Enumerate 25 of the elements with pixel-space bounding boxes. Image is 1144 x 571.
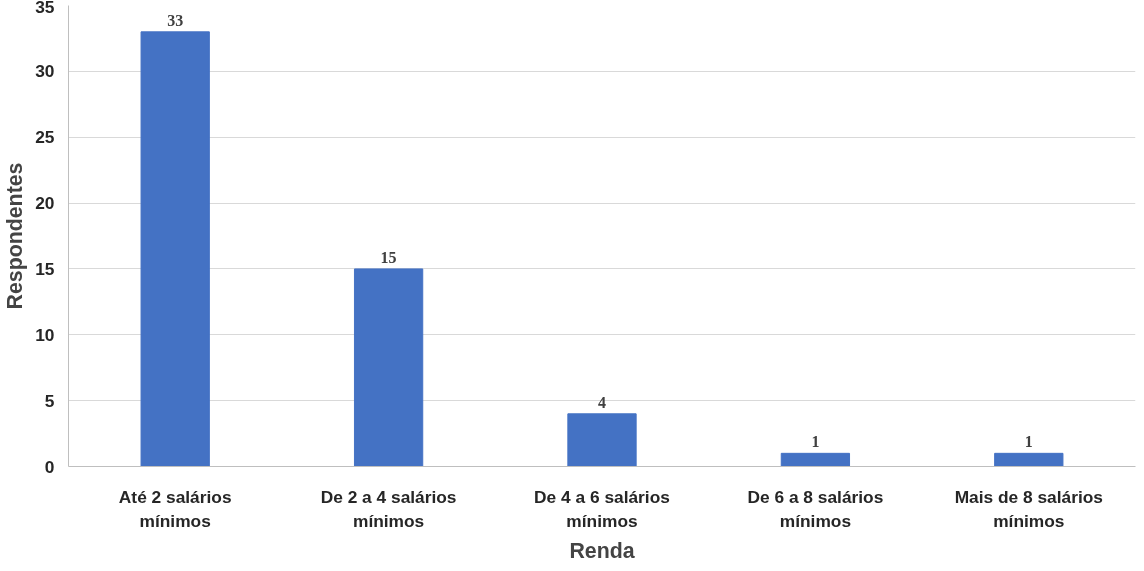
y-tick-label: 15	[35, 258, 55, 279]
x-axis-title: Renda	[569, 538, 635, 563]
x-tick-label: Até 2 salários mínimos	[118, 486, 232, 531]
y-axis-title: Respondentes	[3, 162, 28, 310]
y-tick-label: 20	[35, 193, 55, 214]
x-tick-label: De 4 a 6 salários mínimos	[534, 486, 670, 531]
y-tick-label: 10	[35, 324, 55, 345]
data-label: 15	[380, 248, 397, 266]
x-tick-label: De 2 a 4 salários mínimos	[320, 486, 457, 531]
data-label: 4	[598, 393, 606, 411]
x-tick-label: De 6 a 8 salários mínimos	[747, 486, 884, 531]
y-tick-label: 5	[44, 390, 55, 411]
data-label: 1	[1024, 433, 1033, 451]
bar	[994, 452, 1064, 467]
y-tick-label: 25	[35, 127, 55, 148]
bar	[567, 413, 637, 467]
bar	[780, 452, 851, 467]
data-label: 1	[811, 433, 820, 451]
y-tick-label: 35	[35, 0, 55, 17]
bar	[140, 31, 210, 467]
y-tick-label: 0	[44, 456, 55, 477]
y-tick-label: 30	[35, 61, 55, 82]
bar	[353, 268, 424, 467]
data-label: 33	[167, 11, 184, 29]
x-tick-label: Mais de 8 salários mínimos	[954, 486, 1103, 531]
